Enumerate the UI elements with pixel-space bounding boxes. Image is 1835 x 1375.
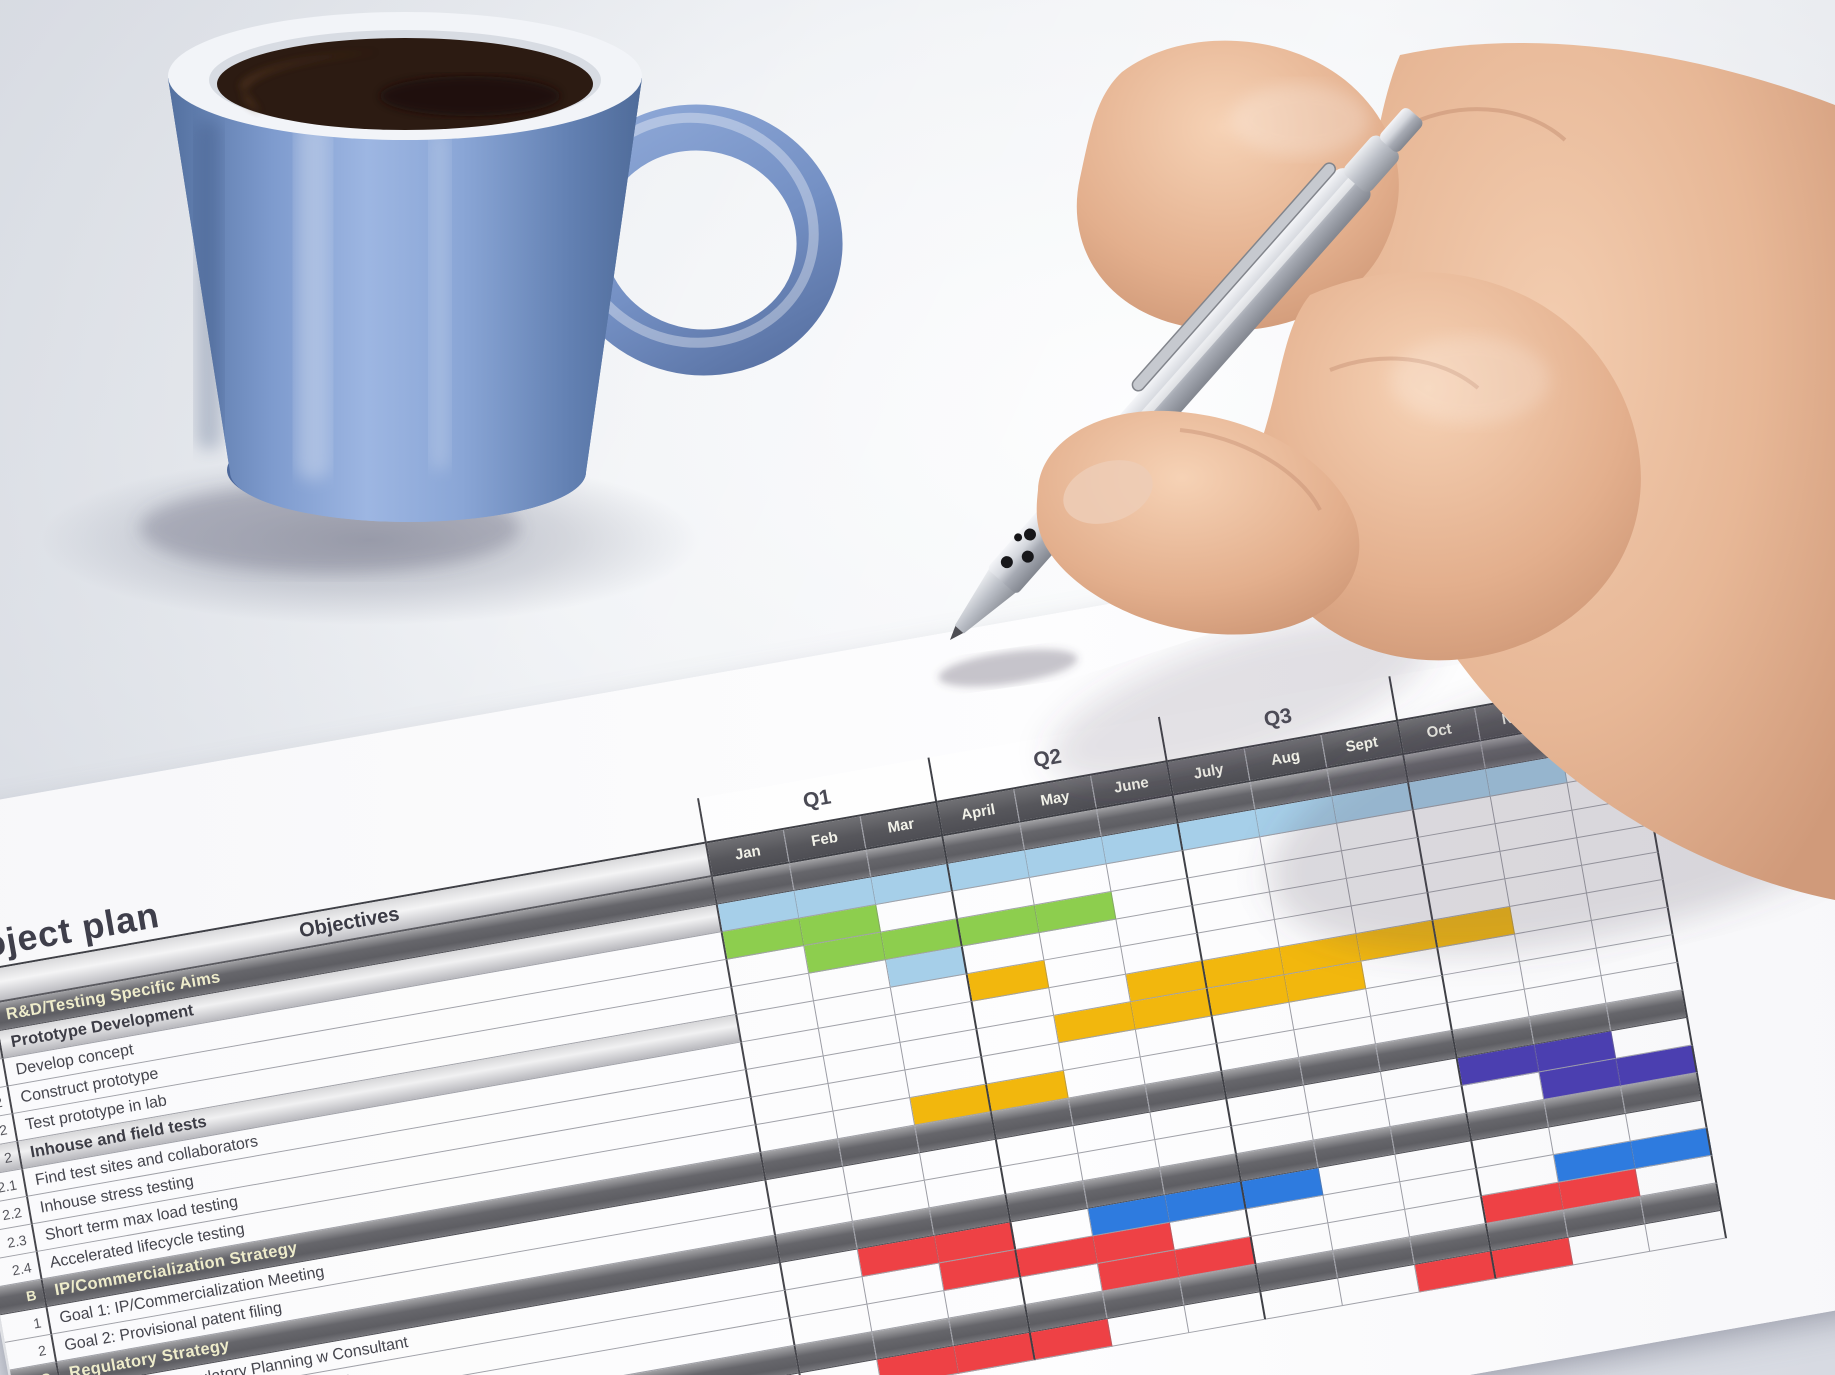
photo-stage: { "title": "Project plan", "objectives_l… bbox=[0, 0, 1835, 1375]
